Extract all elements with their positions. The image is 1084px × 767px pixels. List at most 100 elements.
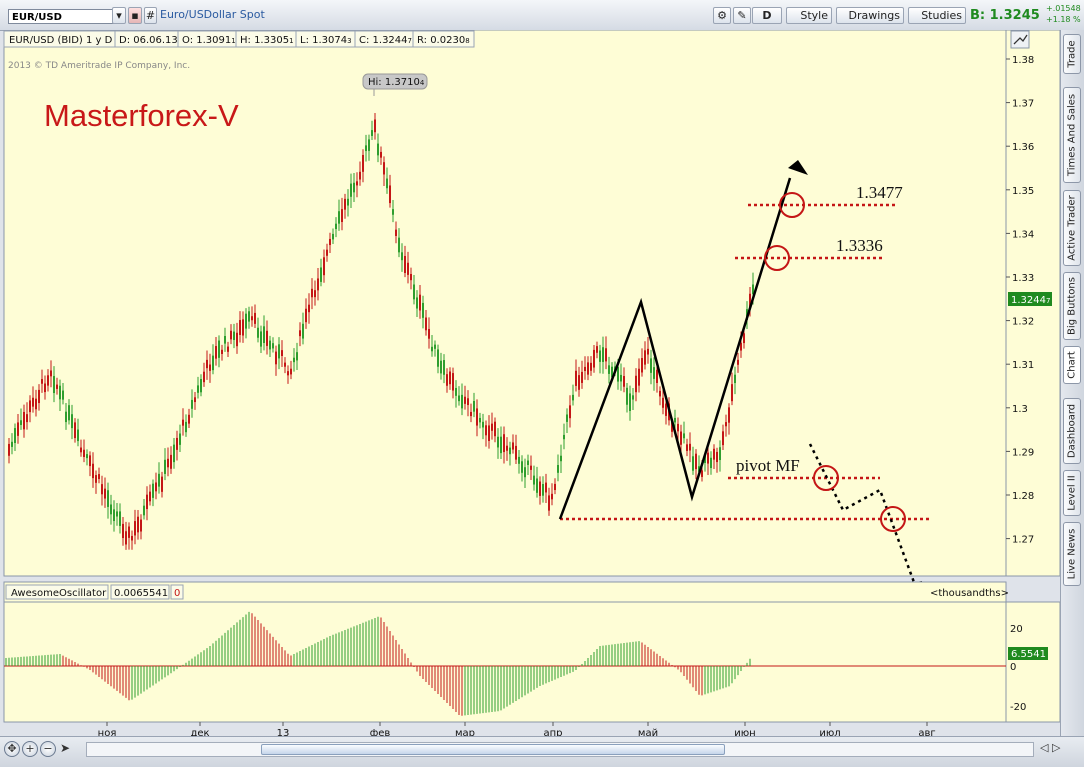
candle-body	[584, 366, 586, 372]
candle-body	[503, 434, 505, 453]
candle-body	[644, 350, 646, 365]
chart-area[interactable]: EUR/USD (BID) 1 y D D: 06.06.13 O: 1.309…	[0, 30, 1060, 736]
scroll-right-icon[interactable]: ▷	[1052, 741, 1061, 754]
candle-body	[563, 434, 565, 440]
candle-body	[170, 454, 172, 469]
wrench-icon[interactable]: ✎	[733, 7, 751, 24]
candle-body	[674, 417, 676, 423]
tab-times-and-sales[interactable]: Times And Sales	[1063, 87, 1081, 183]
tab-active-trader[interactable]: Active Trader	[1063, 190, 1081, 266]
candle-body	[50, 370, 52, 377]
tab-dashboard-label: Dashboard	[1066, 403, 1078, 459]
svg-text:L: 1.30743: L: 1.30743	[300, 35, 352, 46]
cursor-icon[interactable]: ➤	[60, 741, 71, 755]
tab-live-news[interactable]: Live News	[1063, 522, 1081, 586]
drawings-button[interactable]: Drawings	[836, 7, 904, 24]
candle-body	[623, 376, 625, 387]
candle-body	[296, 352, 298, 361]
candle-body	[122, 523, 124, 539]
zoom-out-icon[interactable]: −	[40, 741, 56, 757]
right-sidebar: Trade Times And Sales Active Trader Big …	[1060, 30, 1084, 736]
candle-body	[695, 453, 697, 470]
svg-text:H: 1.33051: H: 1.33051	[240, 35, 294, 46]
candle-body	[524, 467, 526, 478]
candle-body	[110, 504, 112, 515]
pan-icon[interactable]: ✥	[4, 741, 20, 757]
candle-body	[419, 294, 421, 311]
candle-body	[236, 332, 238, 347]
candle-body	[101, 484, 103, 495]
candle-body	[686, 444, 688, 451]
price-panel[interactable]	[3, 30, 1007, 577]
info-high-sub: 1	[289, 37, 293, 45]
oscillator-name-box[interactable]	[5, 584, 109, 600]
circle-marker-13477[interactable]	[779, 192, 805, 218]
osc-tag-label: 6.5541	[1011, 649, 1046, 660]
price-axis-label: 1.38	[1012, 55, 1034, 66]
oscillator-bars	[5, 611, 751, 716]
d-button[interactable]: D	[752, 7, 782, 24]
candle-body	[527, 460, 529, 465]
tab-trade[interactable]: Trade	[1063, 34, 1081, 74]
candle-body	[41, 379, 43, 384]
oscillator-panel[interactable]	[3, 601, 1007, 723]
candle-body	[143, 505, 145, 516]
candle-body	[416, 297, 418, 309]
drawings[interactable]: 1.3477 1.3336 pivot MF	[558, 160, 930, 597]
candle-body	[221, 349, 223, 354]
tab-chart[interactable]: Chart	[1063, 346, 1081, 384]
candle-body	[17, 422, 19, 436]
projection-line[interactable]	[808, 443, 917, 586]
oscillator-units: <thousandths>	[930, 588, 1009, 599]
style-button[interactable]: Style	[786, 7, 832, 24]
candle-body	[386, 178, 388, 189]
candle-body	[704, 455, 706, 464]
candle-body	[608, 365, 610, 374]
circle-marker-support[interactable]	[880, 506, 906, 532]
candle-body	[224, 335, 226, 344]
candle-body	[200, 379, 202, 393]
circle-marker-13336[interactable]	[764, 245, 790, 271]
candle-body	[521, 461, 523, 473]
candle-body	[182, 419, 184, 426]
link-icon[interactable]: ▪	[128, 7, 142, 24]
time-scrollbar[interactable]	[86, 742, 1034, 757]
candle-body	[362, 154, 364, 172]
candle-body	[599, 350, 601, 362]
candle-body	[266, 330, 268, 346]
candle-body	[77, 429, 79, 442]
candle-body	[242, 319, 244, 336]
candle-body	[617, 366, 619, 382]
candle-body	[611, 366, 613, 378]
tab-level-ii[interactable]: Level II	[1063, 470, 1081, 516]
candle-body	[446, 374, 448, 386]
candle-body	[314, 290, 316, 298]
tab-dashboard[interactable]: Dashboard	[1063, 398, 1081, 464]
change-absolute: +.01548	[1046, 4, 1081, 13]
candle-body	[74, 422, 76, 439]
candle-body	[329, 238, 331, 246]
candle-body	[71, 414, 73, 429]
studies-button[interactable]: Studies	[908, 7, 966, 24]
candle-body	[515, 445, 517, 460]
scroll-thumb[interactable]	[261, 744, 725, 755]
scroll-left-icon[interactable]: ◁	[1040, 741, 1049, 754]
tab-big-buttons[interactable]: Big Buttons	[1063, 272, 1081, 340]
tab-chart-label: Chart	[1066, 351, 1078, 379]
candle-body	[260, 331, 262, 347]
hash-button[interactable]: #	[144, 7, 157, 24]
copyright-text: 2013 © TD Ameritrade IP Company, Inc.	[8, 61, 190, 71]
circle-marker-pivot[interactable]	[813, 465, 839, 491]
grid-settings-icon[interactable]: ⚙	[713, 7, 731, 24]
candle-body	[311, 288, 313, 298]
svg-text:1.32447: 1.32447	[1011, 295, 1050, 306]
zoom-in-icon[interactable]: +	[22, 741, 38, 757]
chart-mode-icon[interactable]	[1010, 30, 1030, 49]
tab-active-label: Active Trader	[1066, 195, 1078, 261]
symbol-dropdown-button[interactable]: ▾	[112, 7, 126, 24]
symbol-description: Euro/USDollar Spot	[160, 8, 265, 21]
symbol-input[interactable]: EUR/USD	[8, 9, 116, 24]
candle-body	[680, 431, 682, 445]
hi-label-sub: 4	[420, 79, 425, 87]
wave-line[interactable]	[558, 177, 792, 520]
